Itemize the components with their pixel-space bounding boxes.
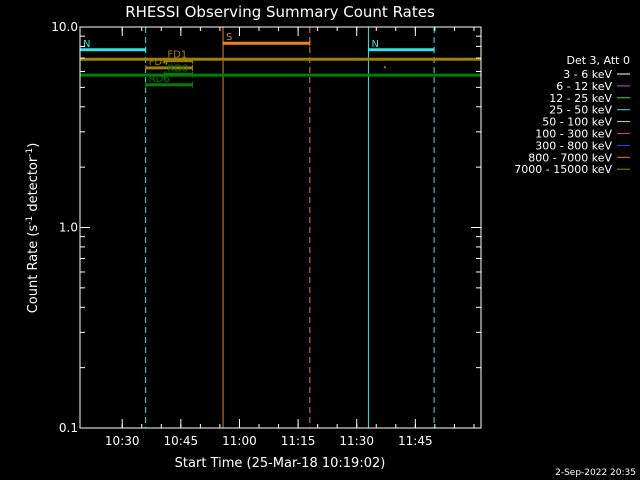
flag-label: FD1 [167, 50, 187, 61]
y-tick-label: 0.1 [59, 421, 78, 435]
series-layer [80, 57, 481, 77]
flag-label: N [83, 39, 90, 50]
time-interval-lines [79, 27, 435, 428]
flag-label: S [226, 32, 232, 43]
axes: 10.0 1.0 0.1 10:30 10:45 11:00 11:15 11:30 11:45 [51, 20, 482, 448]
y-axis-label: Count Rate (s-1 detector-1) [25, 143, 41, 314]
x-tick-label: 11:45 [398, 434, 433, 448]
legend-label: 7000 - 15000 keV [514, 163, 612, 176]
plot-timestamp: 2-Sep-2022 20:35 [555, 468, 636, 478]
plot-frame [79, 26, 482, 429]
x-tick-label: 11:15 [281, 434, 316, 448]
flag-label: FD4 [149, 57, 169, 68]
x-tick-label: 10:45 [164, 434, 199, 448]
flag-label: N [371, 39, 378, 50]
legend-label: 12 - 25 keV [549, 92, 612, 105]
legend-label: 100 - 300 keV [535, 128, 612, 141]
legend-label: 50 - 100 keV [542, 116, 612, 129]
legend-title: Det 3, Att 0 [567, 54, 631, 67]
x-tick-label: 11:00 [222, 434, 257, 448]
legend-label: 800 - 7000 keV [528, 151, 612, 164]
y-tick-label: 1.0 [59, 221, 78, 235]
flag-label: RD0 [167, 63, 188, 74]
legend-label: 6 - 12 keV [556, 80, 612, 93]
x-tick-label: 10:30 [105, 434, 140, 448]
x-tick-label: 11:30 [339, 434, 374, 448]
data-point [383, 66, 386, 69]
legend-label: 25 - 50 keV [549, 104, 612, 117]
legend-label: 3 - 6 keV [563, 68, 612, 81]
chart-title: RHESSI Observing Summary Count Rates [125, 3, 435, 21]
legend-label: 300 - 800 keV [535, 139, 612, 152]
flag-label: RD6 [149, 74, 170, 85]
x-axis-label: Start Time (25-Mar-18 10:19:02) [175, 456, 386, 471]
y-tick-label: 10.0 [51, 20, 78, 34]
